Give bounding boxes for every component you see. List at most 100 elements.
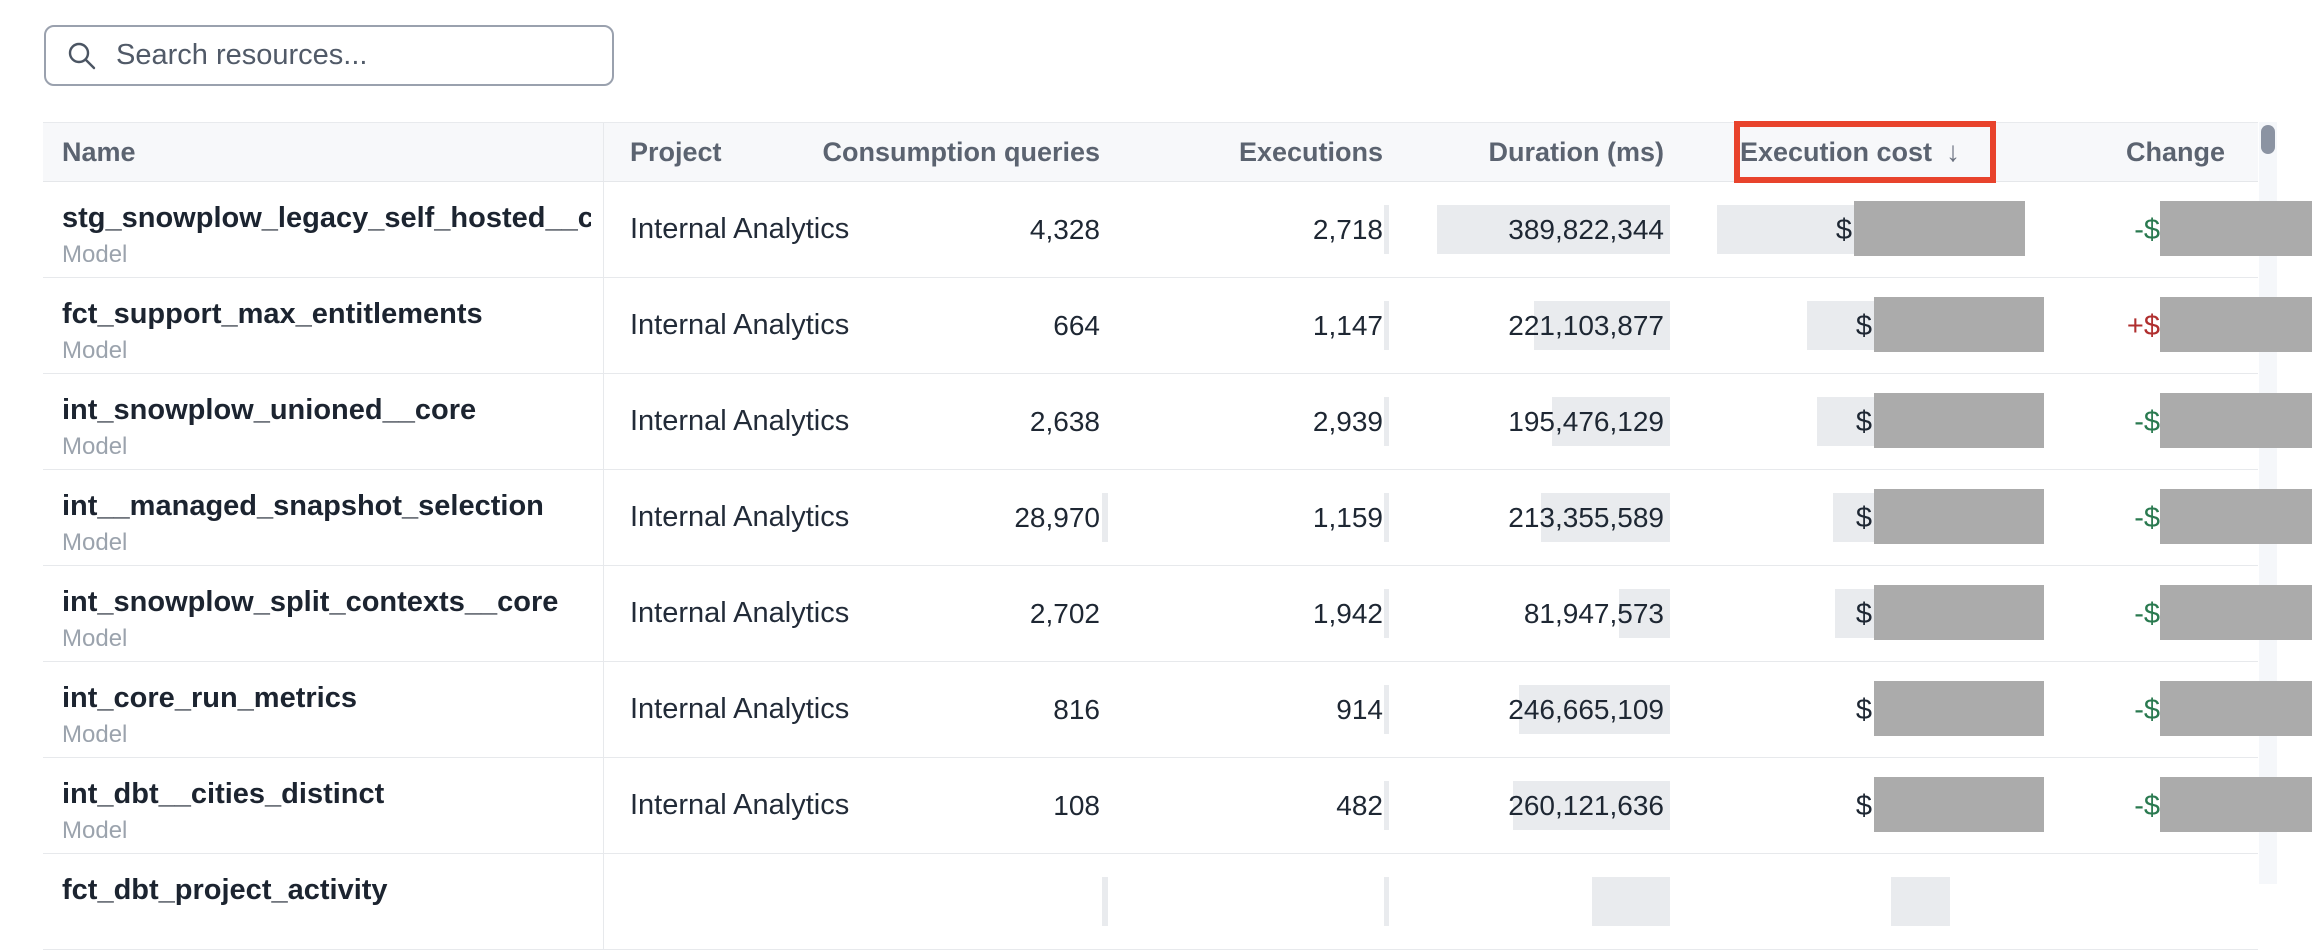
executions-cell: 1,159: [1108, 470, 1389, 565]
resource-name[interactable]: int_snowplow_unioned__core: [62, 394, 477, 426]
column-header-name[interactable]: Name: [43, 123, 604, 181]
resource-type-label: Model: [62, 625, 128, 652]
duration-cell: 389,822,344: [1389, 182, 1670, 277]
cell-value: 4,328: [1029, 213, 1100, 245]
vertical-scrollbar-thumb[interactable]: [2261, 125, 2275, 154]
resource-name[interactable]: int_dbt__cities_distinct: [62, 778, 385, 810]
cell-value: 2,638: [1029, 405, 1100, 437]
change-redaction-bar: [2160, 393, 2312, 448]
project-cell: Internal Analytics: [604, 278, 867, 373]
column-header-label: Change: [2125, 136, 2225, 167]
executions-cell: 2,718: [1108, 182, 1389, 277]
value-heat-bar: [1592, 877, 1670, 926]
consumption-queries-cell: 2,638: [867, 374, 1108, 469]
column-header-duration-ms-[interactable]: Duration (ms): [1389, 123, 1670, 181]
consumption-queries-cell: 816: [867, 662, 1108, 757]
resource-name[interactable]: fct_dbt_project_activity: [62, 874, 388, 906]
executions-cell: 2,939: [1108, 374, 1389, 469]
value-heat-bar: [1384, 205, 1389, 254]
table-row[interactable]: int__managed_snapshot_selection Model Inte…: [43, 470, 2312, 566]
change-redaction-bar: [2160, 777, 2312, 832]
cost-currency-prefix: $: [1855, 693, 1872, 726]
column-header-executions[interactable]: Executions: [1108, 123, 1389, 181]
project-name: Internal Analytics: [630, 693, 850, 725]
table-row[interactable]: int_dbt__cities_distinct Model Internal An…: [43, 758, 2312, 854]
executions-cell: [1108, 854, 1389, 949]
resource-name[interactable]: fct_support_max_entitlements: [62, 298, 483, 330]
cell-value: 2,718: [1312, 213, 1383, 245]
change-currency-prefix: -$: [2134, 213, 2160, 246]
execution-cost-cell: $: [1670, 374, 2050, 469]
search-box[interactable]: [44, 25, 614, 86]
change-cell: [2050, 854, 2258, 949]
project-cell: Internal Analytics: [604, 662, 867, 757]
duration-cell: 246,665,109: [1389, 662, 1670, 757]
resource-name-cell: int_snowplow_split_contexts__core Model: [43, 566, 604, 661]
table-row[interactable]: fct_support_max_entitlements Model Interna…: [43, 278, 2312, 374]
change-currency-prefix: -$: [2134, 597, 2160, 630]
value-heat-bar: [1619, 589, 1670, 638]
value-heat-bar: [1384, 781, 1389, 830]
cost-redaction-bar: [1874, 393, 2044, 448]
resource-type-label: Model: [62, 721, 128, 748]
table-row[interactable]: fct_dbt_project_activity: [43, 854, 2258, 950]
cost-currency-prefix: $: [1855, 309, 1872, 342]
project-name: Internal Analytics: [630, 501, 850, 533]
cost-redaction-bar: [1874, 489, 2044, 544]
column-header-execution-cost[interactable]: Execution cost ↓: [1670, 123, 2050, 181]
consumption-queries-cell: 108: [867, 758, 1108, 853]
cost-redaction-bar: [1874, 585, 2044, 640]
cell-value: 28,970: [1014, 501, 1100, 533]
cell-value: 2,702: [1029, 597, 1100, 629]
execution-cost-cell: $: [1670, 278, 2050, 373]
cell-value: 914: [1336, 693, 1383, 725]
value-heat-bar: [1384, 685, 1389, 734]
cell-value: 221,103,877: [1508, 309, 1664, 341]
change-cell: -$: [2050, 374, 2312, 469]
change-currency-prefix: -$: [2134, 789, 2160, 822]
duration-cell: 221,103,877: [1389, 278, 1670, 373]
cell-value: 213,355,589: [1508, 501, 1664, 533]
table-row[interactable]: stg_snowplow_legacy_self_hosted__cor... M…: [43, 182, 2312, 278]
change-cell: -$: [2050, 662, 2312, 757]
value-heat-bar: [1519, 685, 1670, 734]
executions-cell: 1,942: [1108, 566, 1389, 661]
change-currency-prefix: +$: [2126, 309, 2160, 342]
cell-value: 81,947,573: [1523, 597, 1664, 629]
resource-name[interactable]: stg_snowplow_legacy_self_hosted__cor...: [62, 202, 591, 234]
resource-name[interactable]: int_snowplow_split_contexts__core: [62, 586, 559, 618]
cell-value: 1,942: [1312, 597, 1383, 629]
column-header-project[interactable]: Project: [604, 123, 867, 181]
column-header-change[interactable]: Change: [2050, 123, 2258, 181]
value-heat-bar: [1102, 493, 1108, 542]
project-cell: Internal Analytics: [604, 566, 867, 661]
column-header-consumption-queries[interactable]: Consumption queries: [822, 123, 1108, 181]
consumption-queries-cell: 28,970: [867, 470, 1108, 565]
value-heat-bar: [1513, 781, 1670, 830]
executions-cell: 1,147: [1108, 278, 1389, 373]
execution-cost-cell: $: [1670, 662, 2050, 757]
value-heat-bar: [1534, 301, 1670, 350]
project-name: Internal Analytics: [630, 213, 850, 245]
resource-name[interactable]: int_core_run_metrics: [62, 682, 357, 714]
resource-type-label: Model: [62, 241, 128, 268]
cost-redaction-bar: [1854, 201, 2025, 256]
page: { "search": { "placeholder": "Search res…: [43, 25, 2312, 950]
resource-name[interactable]: int__managed_snapshot_selection: [62, 490, 544, 522]
resource-type-label: Model: [62, 817, 128, 844]
search-icon: [68, 42, 96, 69]
cell-value: 195,476,129: [1508, 405, 1664, 437]
search-input[interactable]: [114, 38, 612, 73]
cell-value: 2,939: [1312, 405, 1383, 437]
consumption-queries-cell: 4,328: [867, 182, 1108, 277]
cell-value: 816: [1053, 693, 1100, 725]
change-currency-prefix: -$: [2134, 501, 2160, 534]
change-cell: +$: [2050, 278, 2312, 373]
cost-currency-prefix: $: [1855, 405, 1872, 438]
table-row[interactable]: int_core_run_metrics Model Internal Analyt…: [43, 662, 2312, 758]
change-currency-prefix: -$: [2134, 405, 2160, 438]
executions-cell: 482: [1108, 758, 1389, 853]
table-row[interactable]: int_snowplow_split_contexts__core Model In…: [43, 566, 2312, 662]
table-row[interactable]: int_snowplow_unioned__core Model Internal …: [43, 374, 2312, 470]
value-heat-bar: [1437, 205, 1670, 254]
